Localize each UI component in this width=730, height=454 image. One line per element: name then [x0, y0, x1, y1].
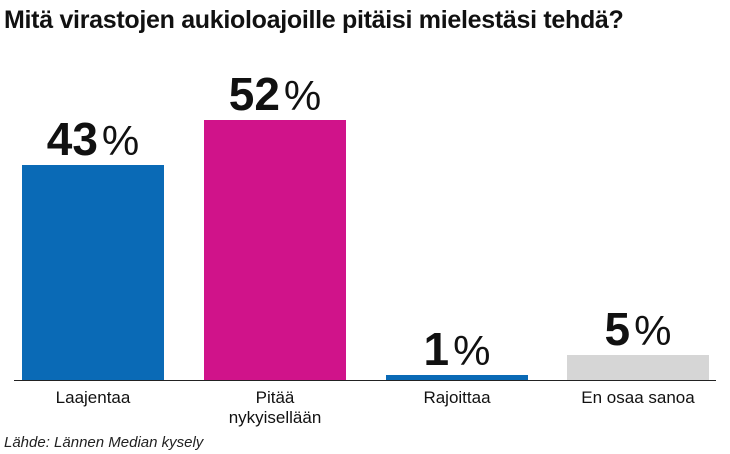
value-label-1: 43% — [47, 113, 140, 165]
value-number-1: 43 — [47, 113, 98, 165]
bar-1 — [22, 165, 164, 380]
source-note: Lähde: Lännen Median kysely — [4, 434, 204, 451]
bar-2 — [204, 120, 346, 380]
value-unit-2: % — [284, 72, 321, 119]
category-label-2: Pitää nykyisellään — [229, 388, 322, 427]
category-label-3: Rajoittaa — [423, 388, 491, 407]
value-label-3: 1% — [424, 323, 491, 375]
value-unit-4: % — [634, 307, 671, 354]
bar-3 — [386, 375, 528, 380]
value-label-2: 52% — [229, 68, 322, 120]
bar-4 — [567, 355, 709, 380]
chart-title: Mitä virastojen aukioloajoille pitäisi m… — [4, 6, 624, 34]
value-unit-1: % — [102, 117, 139, 164]
value-number-2: 52 — [229, 68, 280, 120]
value-number-4: 5 — [605, 303, 631, 355]
value-unit-3: % — [453, 327, 490, 374]
category-label-1: Laajentaa — [56, 388, 131, 407]
value-label-4: 5% — [605, 303, 672, 355]
category-label-4: En osaa sanoa — [581, 388, 695, 407]
value-number-3: 1 — [424, 323, 450, 375]
